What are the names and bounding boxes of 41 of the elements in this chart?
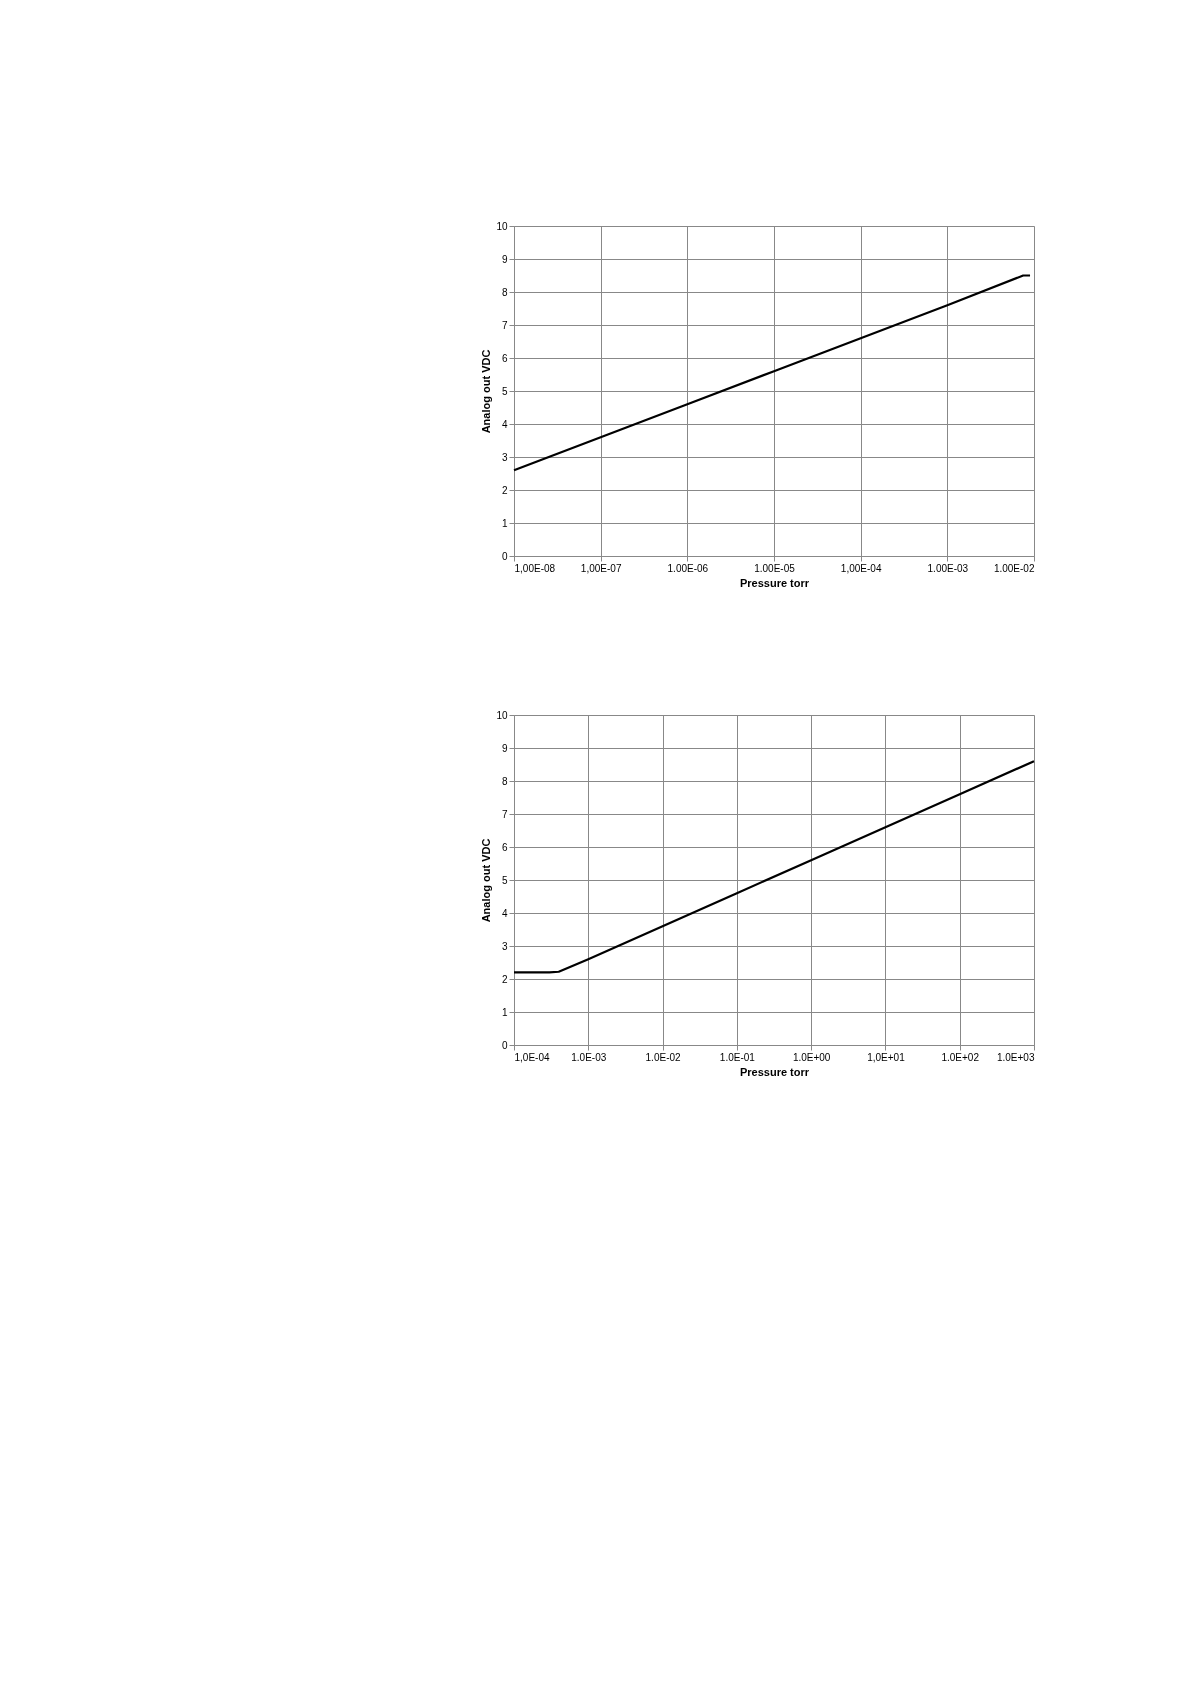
y-tick-label: 2 [501,484,508,496]
x-tick-label: 1.00E-05 [754,562,796,574]
x-tick-label: 1.0E-01 [719,1051,756,1063]
y-tick-label: 2 [501,973,508,985]
y-tick-label: 8 [501,775,508,787]
y-tick-label: 6 [501,841,508,853]
x-tick-label: 1.00E-06 [667,562,709,574]
y-tick-label: 6 [501,352,508,364]
x-axis-title: Pressure torr [739,1065,810,1078]
y-tick-label: 10 [496,220,508,232]
x-tick-label: 1,0E-04 [514,1051,550,1063]
x-tick-label: 1.0E-03 [571,1051,607,1063]
y-tick-label: 0 [501,1039,508,1051]
x-tick-label: 1,00E-07 [580,562,622,574]
x-tick-label: 1.00E-02 [993,562,1035,574]
x-tick-label: 1,0E+01 [867,1051,906,1063]
y-tick-label: 1 [501,1006,508,1018]
y-tick-label: 10 [496,709,508,721]
x-tick-label: 1.0E+02 [941,1051,980,1063]
y-tick-label: 9 [501,253,508,265]
x-tick-label: 1.0E+03 [996,1051,1035,1063]
x-tick-label: 1.0E+00 [792,1051,831,1063]
y-tick-label: 4 [501,418,508,430]
x-tick-label: 1.00E-03 [927,562,969,574]
y-axis-title: Analog out VDC [480,349,493,434]
x-tick-label: 1,00E-08 [514,562,556,574]
y-tick-label: 7 [501,319,508,331]
y-tick-label: 9 [501,742,508,754]
x-tick-label: 1,00E-04 [840,562,882,574]
x-tick-label: 1.0E-02 [645,1051,682,1063]
y-tick-label: 7 [501,808,508,820]
y-tick-label: 0 [501,550,508,562]
y-tick-label: 5 [501,874,508,886]
y-tick-label: 4 [501,907,508,919]
y-tick-label: 3 [501,940,508,952]
y-tick-label: 3 [501,451,508,463]
y-axis-title: Analog out VDC [480,838,493,923]
y-tick-label: 8 [501,286,508,298]
x-axis-title: Pressure torr [739,576,810,589]
y-tick-label: 5 [501,385,508,397]
y-tick-label: 1 [501,517,508,529]
